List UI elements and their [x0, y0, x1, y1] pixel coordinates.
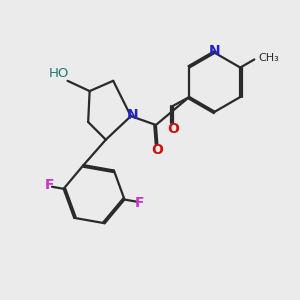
- Text: N: N: [127, 108, 138, 122]
- Text: O: O: [152, 143, 163, 157]
- Text: N: N: [209, 44, 220, 58]
- Text: O: O: [167, 122, 179, 136]
- Text: F: F: [44, 178, 54, 192]
- Text: F: F: [134, 196, 144, 210]
- Text: HO: HO: [49, 67, 69, 80]
- Text: CH₃: CH₃: [259, 53, 280, 63]
